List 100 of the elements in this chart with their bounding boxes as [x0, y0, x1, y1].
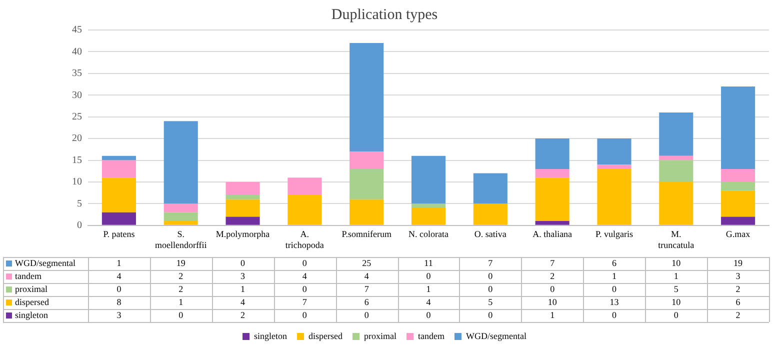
- bar: [721, 216, 756, 225]
- bar: [721, 182, 756, 191]
- data-label: 7: [302, 296, 308, 307]
- data-label: 4: [364, 270, 370, 281]
- data-label: 6: [364, 296, 370, 307]
- bar: [102, 178, 136, 212]
- data-label: 10: [548, 296, 558, 307]
- x-tick-label: P.somniferum: [342, 229, 392, 240]
- bar: [226, 182, 260, 196]
- legend-label: tandem: [15, 270, 42, 281]
- bar: [659, 112, 694, 156]
- bar: [659, 156, 694, 160]
- y-tick-label: 20: [72, 133, 82, 144]
- y-tick-label: 40: [72, 46, 82, 58]
- bar: [411, 208, 446, 225]
- x-tick-label: O. sativa: [474, 229, 506, 240]
- data-label: 25: [362, 258, 372, 268]
- bar: [164, 121, 198, 204]
- data-label: 0: [488, 284, 494, 294]
- legend-label: WGD/segmental: [15, 258, 76, 268]
- y-tick-label: 10: [72, 176, 82, 188]
- bar: [226, 195, 260, 200]
- bar: [535, 138, 570, 169]
- data-label: 0: [426, 310, 432, 320]
- data-label: 1: [426, 284, 431, 294]
- data-label: 1: [178, 296, 184, 307]
- text: dispersed: [308, 330, 343, 341]
- data-label: 0: [178, 310, 184, 320]
- data-label: 13: [610, 296, 620, 307]
- x-tick-label: P. vulgaris: [595, 229, 634, 240]
- data-label: 10: [672, 296, 682, 307]
- bar: [164, 221, 198, 225]
- y-tick-label: 25: [72, 111, 82, 122]
- legend-label: singleton: [15, 310, 48, 320]
- x-tick-label: A. thaliana: [532, 229, 572, 240]
- bar: [288, 178, 322, 196]
- data-label: 6: [736, 296, 741, 307]
- data-label: 0: [116, 284, 122, 294]
- bar: [350, 168, 384, 200]
- bar: [411, 156, 446, 204]
- x-tick-label: S. moellendorffii: [154, 229, 208, 250]
- y-tick-label: 45: [72, 24, 82, 36]
- data-label: 1: [240, 284, 246, 294]
- bar: [535, 178, 570, 222]
- bar: [102, 212, 136, 225]
- x-tick-label: M.polymorpha: [216, 229, 270, 240]
- data-label: 4: [302, 270, 308, 281]
- data-label: 0: [302, 284, 308, 294]
- bar: [473, 173, 508, 204]
- data-label: 0: [550, 284, 556, 294]
- bar: [659, 160, 694, 182]
- x-tick-label: P. patens: [103, 229, 136, 240]
- bar: [721, 190, 756, 217]
- data-label: 4: [116, 270, 122, 281]
- x-tick-label: N. colorata: [408, 229, 448, 240]
- y-tick-label: 5: [77, 198, 82, 210]
- bar: [350, 199, 384, 225]
- data-label: 4: [240, 296, 246, 307]
- x-tick-label: G.max: [726, 229, 751, 240]
- data-label: 0: [488, 270, 494, 281]
- legend-label: proximal: [364, 330, 398, 341]
- bar: [350, 43, 384, 152]
- data-label: 2: [178, 284, 184, 294]
- bar: [226, 199, 260, 217]
- text: singleton: [254, 330, 288, 341]
- y-tick-label: 15: [72, 154, 82, 166]
- data-label: 7: [550, 258, 556, 268]
- data-label: 2: [178, 270, 184, 281]
- bar: [659, 182, 694, 225]
- y-tick-label: 35: [72, 68, 82, 80]
- chart-title: Duplication types: [331, 6, 438, 23]
- x-tick-label: M. truncatula: [658, 229, 694, 250]
- text: tandem: [418, 330, 445, 341]
- data-label: 2: [736, 284, 740, 294]
- bar: [288, 195, 322, 225]
- bar: [350, 152, 384, 169]
- bar: [535, 168, 570, 178]
- x-tick-label: A. trichopoda: [285, 229, 324, 250]
- data-label: 19: [176, 258, 186, 268]
- data-label: 0: [240, 258, 246, 268]
- bar: [721, 86, 756, 169]
- data-label: 3: [736, 270, 741, 281]
- bar: [597, 138, 632, 165]
- data-label: 19: [734, 258, 744, 268]
- data-label: 0: [612, 284, 617, 294]
- data-label: 0: [488, 310, 494, 320]
- y-tick-label: 30: [72, 90, 82, 101]
- bar: [164, 212, 198, 222]
- data-label: 6: [612, 258, 617, 268]
- y-tick-label: 0: [77, 220, 82, 232]
- data-label: 11: [424, 258, 433, 268]
- bar: [597, 168, 632, 225]
- data-label: 0: [302, 258, 308, 268]
- data-label: 1: [674, 270, 678, 281]
- text: proximal: [15, 284, 48, 294]
- data-label: 2: [550, 270, 555, 281]
- data-label: 7: [488, 258, 494, 268]
- data-label: 2: [736, 310, 740, 320]
- data-label: 1: [550, 310, 555, 320]
- bar: [411, 204, 446, 208]
